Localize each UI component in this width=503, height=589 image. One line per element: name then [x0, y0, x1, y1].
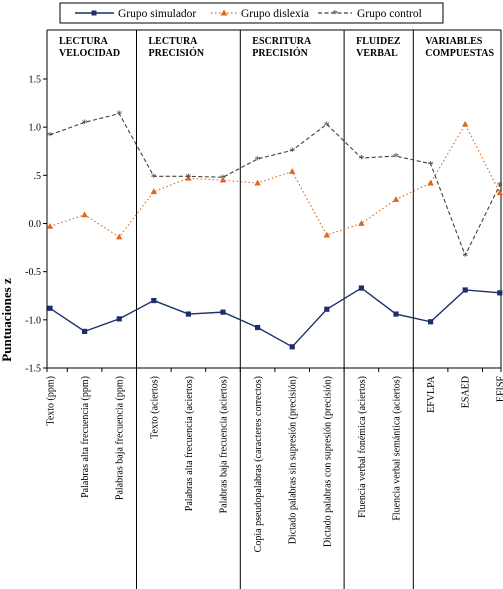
section-header-1-line-0: LECTURA — [149, 36, 199, 47]
series-0-point-0 — [47, 305, 53, 311]
series-2-point-1: * — [82, 116, 88, 130]
section-headers: LECTURAVELOCIDADLECTURAPRECISIÓNESCRITUR… — [59, 36, 494, 59]
section-header-2-line-0: ESCRITURA — [252, 36, 312, 47]
series-0-point-7 — [289, 344, 295, 350]
x-category-label-11: EFVLPA — [426, 375, 437, 413]
series-0-point-8 — [324, 306, 330, 312]
legend-marker-control: * — [332, 7, 338, 21]
y-tick-label: 0.0 — [29, 219, 42, 230]
section-header-4-line-1: COMPUESTAS — [425, 48, 494, 59]
series-layer: * * * * * * * * * * * * * * — [46, 107, 503, 350]
series-1-point-6 — [254, 179, 261, 186]
series-1-point-5 — [219, 176, 227, 183]
legend-item-simulador: Grupo simulador — [75, 8, 196, 20]
series-0-point-10 — [393, 311, 399, 317]
series-2-point-5: * — [220, 171, 226, 185]
series-0-point-6 — [255, 324, 261, 331]
series-2-point-8: * — [324, 118, 330, 132]
series-1-point-12 — [462, 120, 469, 127]
legend-item-dislexia: Grupo dislexia — [211, 8, 309, 20]
legend-marker-simulador — [91, 10, 97, 16]
series-1-point-8 — [323, 231, 330, 238]
section-header-0-line-1: VELOCIDAD — [59, 48, 120, 59]
series-1-point-1 — [81, 211, 88, 218]
series-2-point-12: * — [462, 249, 468, 263]
series-0-point-5 — [220, 309, 226, 315]
x-category-label-9: Fluencia verbal fonémica (aciertos) — [357, 376, 368, 518]
series-2-point-10: * — [393, 150, 399, 164]
series-0-point-3 — [151, 297, 157, 304]
x-category-label-4: Palabras alta frecuencia (aciertos) — [184, 376, 195, 511]
legend-label-dislexia: Grupo dislexia — [241, 8, 309, 20]
x-category-label-6: Copia pseudopalabras (caracteres correct… — [253, 376, 264, 552]
y-tick-label: 1.0 — [29, 123, 42, 134]
x-axis-tick-labels: Texto (ppm) Palabras alta frecuencia (ppm… — [46, 368, 503, 552]
section-header-2-line-1: PRECISIÓN — [252, 47, 308, 59]
x-category-label-1: Palabras alta frecuencia (ppm) — [80, 376, 91, 498]
series-2-point-0: * — [47, 128, 53, 142]
y-tick-label: -1.5 — [25, 364, 41, 375]
legend-label-control: Grupo control — [357, 8, 422, 20]
section-header-0-line-0: LECTURA — [59, 36, 109, 47]
legend-item-control: * Grupo control — [318, 7, 422, 21]
series-1-point-4 — [185, 174, 192, 181]
series-0-point-9 — [358, 285, 364, 291]
x-category-label-2: Palabras baja frecuencia (ppm) — [115, 376, 126, 500]
series-0-point-4 — [185, 311, 191, 317]
y-tick-label: -1.0 — [25, 315, 41, 326]
x-category-label-0: Texto (ppm) — [46, 376, 57, 426]
legend-label-simulador: Grupo simulador — [118, 8, 196, 20]
series-2-point-9: * — [358, 151, 364, 165]
series-1-point-10 — [392, 196, 400, 202]
series-1-point-13 — [496, 189, 503, 196]
x-category-label-13: EFISF — [495, 376, 503, 403]
series-2-point-4: * — [185, 170, 191, 184]
series-0-point-2 — [116, 316, 122, 322]
series-0 — [47, 285, 503, 350]
series-0-point-1 — [82, 328, 88, 334]
series-2-point-7: * — [289, 144, 295, 158]
series-2-point-2: * — [116, 107, 122, 121]
x-category-label-5: Palabras baja frecuencia (aciertos) — [219, 376, 230, 513]
series-line-2 — [49, 113, 501, 257]
series-2-point-6: * — [255, 152, 261, 166]
axes — [46, 30, 502, 369]
section-header-3-line-1: VERBAL — [356, 48, 398, 59]
legend: Grupo simulador Grupo dislexia * Grupo c… — [59, 2, 444, 24]
series-1-point-9 — [358, 220, 365, 226]
series-2-point-13: * — [497, 178, 503, 192]
series-1 — [46, 120, 503, 240]
section-header-1-line-1: PRECISIÓN — [149, 47, 205, 59]
legend-marker-dislexia — [220, 9, 228, 16]
section-dividers — [46, 29, 501, 589]
x-category-label-10: Fluencia verbal semántica (aciertos) — [392, 376, 403, 521]
series-0-point-12 — [462, 287, 468, 293]
series-1-point-2 — [116, 233, 123, 240]
series-1-point-11 — [427, 179, 434, 186]
x-category-label-8: Dictado palabras con supresión (precisió… — [322, 376, 333, 547]
series-1-point-0 — [46, 222, 54, 229]
y-tick-label: 1.5 — [29, 75, 42, 86]
series-2-point-3: * — [151, 170, 157, 184]
y-axis-ticks: 1.5 1.0 .5 0.0 -0.5 -1.0 -1.5 — [25, 75, 47, 375]
section-header-4-line-0: VARIABLES — [425, 36, 482, 47]
x-category-label-3: Texto (aciertos) — [149, 376, 160, 439]
section-header-3-line-0: FLUIDEZ — [356, 36, 401, 47]
series-2-point-11: * — [428, 157, 434, 171]
series-line-1 — [49, 123, 501, 238]
x-category-label-7: Dictado palabras sin supresión (precisió… — [288, 376, 299, 544]
series-0-point-11 — [428, 319, 434, 325]
legend-box — [59, 2, 444, 24]
series-1-point-7 — [289, 168, 296, 174]
series-2: * * * * * * * * * * * * * * — [47, 107, 503, 263]
y-axis-label: Puntuaciones z — [0, 278, 14, 362]
y-tick-label: .5 — [34, 171, 42, 182]
y-tick-label: -0.5 — [25, 267, 41, 278]
series-1-point-3 — [150, 188, 157, 195]
series-0-point-13 — [497, 290, 503, 296]
series-line-0 — [49, 287, 500, 348]
x-category-label-12: ESAED — [461, 376, 472, 408]
